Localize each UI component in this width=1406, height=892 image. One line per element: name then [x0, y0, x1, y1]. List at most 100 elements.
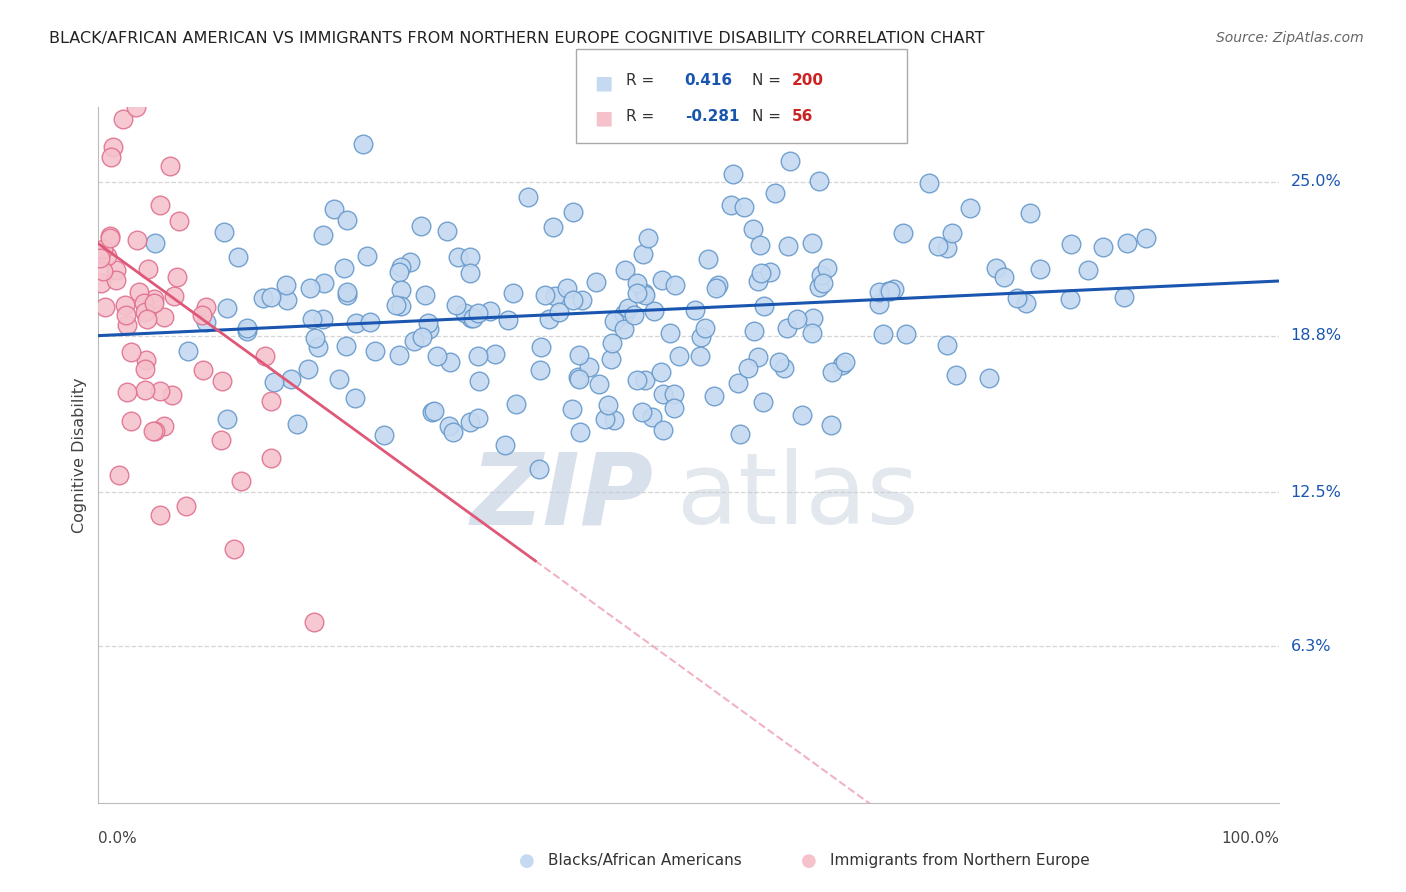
- Point: [105, 273, 128, 287]
- Text: ●: ●: [800, 852, 817, 870]
- Point: [662, 387, 685, 401]
- Point: [763, 186, 786, 201]
- Point: [727, 376, 749, 391]
- Point: [600, 336, 623, 351]
- Point: [703, 389, 725, 403]
- Point: [651, 386, 673, 401]
- Point: [454, 306, 477, 320]
- Point: [548, 305, 571, 319]
- Text: R =: R =: [626, 73, 654, 88]
- Point: [752, 299, 775, 313]
- Point: [872, 326, 894, 341]
- Point: [568, 371, 591, 385]
- Point: [571, 293, 593, 307]
- Point: [720, 197, 742, 211]
- Point: [776, 321, 799, 335]
- Text: ■: ■: [595, 73, 613, 92]
- Point: [664, 278, 686, 293]
- Point: [626, 285, 648, 300]
- Point: [633, 285, 655, 300]
- Point: [441, 425, 464, 440]
- Point: [689, 330, 711, 344]
- Point: [1116, 236, 1139, 251]
- Point: [115, 384, 138, 399]
- Point: [312, 312, 335, 326]
- Point: [742, 324, 765, 338]
- Point: [89, 251, 111, 265]
- Point: [555, 281, 578, 295]
- Point: [359, 315, 381, 329]
- Point: [567, 370, 589, 384]
- Point: [776, 239, 799, 253]
- Point: [613, 263, 636, 277]
- Point: [285, 417, 308, 431]
- Point: [143, 236, 166, 251]
- Point: [385, 297, 408, 311]
- Point: [527, 462, 550, 476]
- Point: [693, 321, 716, 335]
- Point: [689, 349, 711, 363]
- Point: [356, 249, 378, 263]
- Point: [336, 213, 359, 227]
- Point: [195, 315, 218, 329]
- Point: [217, 412, 239, 426]
- Point: [617, 301, 640, 315]
- Point: [468, 375, 491, 389]
- Point: [484, 347, 506, 361]
- Text: 0.416: 0.416: [685, 73, 733, 88]
- Point: [561, 402, 583, 417]
- Point: [336, 288, 359, 302]
- Point: [801, 326, 824, 341]
- Text: N =: N =: [752, 109, 782, 124]
- Point: [418, 322, 440, 336]
- Point: [748, 237, 770, 252]
- Point: [664, 401, 686, 416]
- Point: [388, 348, 411, 362]
- Point: [413, 288, 436, 302]
- Point: [263, 375, 285, 389]
- Point: [304, 331, 326, 345]
- Point: [613, 322, 636, 336]
- Point: [176, 500, 198, 514]
- Point: [534, 288, 557, 302]
- Point: [927, 238, 949, 252]
- Point: [439, 355, 461, 369]
- Point: [479, 304, 502, 318]
- Point: [461, 311, 484, 326]
- Point: [420, 405, 443, 419]
- Point: [236, 324, 259, 338]
- Point: [125, 100, 148, 114]
- Point: [544, 289, 567, 303]
- Point: [626, 374, 648, 388]
- Point: [276, 293, 298, 307]
- Point: [613, 307, 636, 321]
- Point: [458, 250, 481, 264]
- Point: [759, 265, 782, 279]
- Text: 0.0%: 0.0%: [98, 830, 138, 846]
- Point: [733, 200, 755, 214]
- Point: [416, 316, 439, 330]
- Point: [599, 352, 621, 367]
- Text: ■: ■: [595, 109, 613, 128]
- Point: [1112, 290, 1135, 304]
- Point: [883, 282, 905, 296]
- Point: [820, 418, 842, 433]
- Point: [312, 277, 335, 291]
- Point: [409, 219, 432, 234]
- Point: [391, 299, 413, 313]
- Point: [160, 388, 183, 402]
- Point: [626, 276, 648, 290]
- Point: [177, 343, 200, 358]
- Point: [561, 205, 583, 219]
- Point: [891, 227, 914, 241]
- Point: [132, 296, 155, 310]
- Point: [115, 308, 138, 322]
- Point: [747, 350, 769, 364]
- Point: [149, 384, 172, 398]
- Point: [212, 225, 235, 239]
- Point: [945, 368, 967, 383]
- Point: [100, 151, 122, 165]
- Point: [723, 168, 745, 182]
- Point: [195, 300, 218, 314]
- Point: [101, 140, 124, 154]
